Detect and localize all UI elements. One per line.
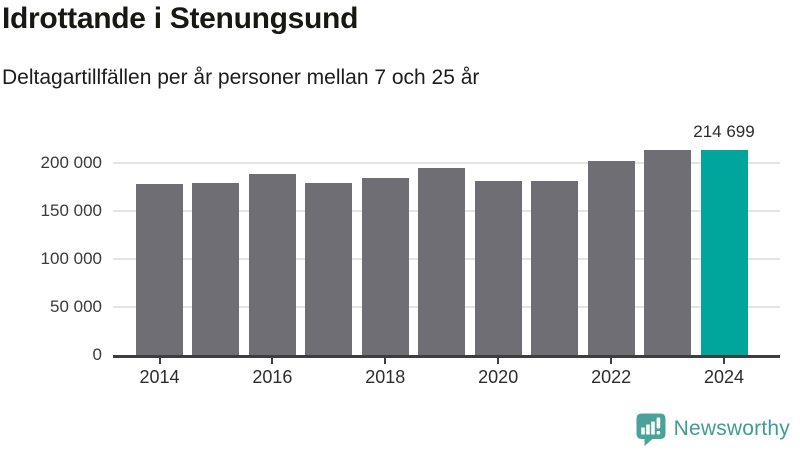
x-tick-2014 — [158, 358, 161, 364]
bar-2022 — [587, 160, 635, 356]
brand-footer: Newsworthy — [636, 411, 790, 447]
bar-2014 — [136, 183, 183, 356]
x-tick-label-2014: 2014 — [139, 367, 180, 387]
bar-2024 — [700, 149, 748, 356]
highlight-value-label: 214 699 — [693, 121, 755, 141]
brand-name: Newsworthy — [673, 417, 790, 440]
chart-subtitle: Deltagartillfällen per år personer mella… — [2, 66, 480, 89]
x-tick-2016 — [271, 358, 274, 364]
y-tick-label: 0 — [92, 345, 102, 364]
y-tick-label: 50 000 — [50, 297, 102, 316]
x-tick-label-2020: 2020 — [478, 367, 519, 387]
x-axis-line — [113, 355, 780, 358]
bar-2021 — [531, 180, 579, 356]
bar-2017 — [305, 183, 353, 356]
bar-chart-plot-area: 2014 2016 2018 2020 2022 2024 214 699 — [113, 118, 780, 387]
x-tick-label-2018: 2018 — [365, 367, 406, 387]
chart-title: Idrottande i Stenungsund — [2, 2, 359, 35]
y-tick-label: 100 000 — [40, 249, 102, 268]
x-tick-2022 — [610, 358, 613, 364]
bar-2023 — [644, 150, 692, 356]
x-tick-label-2022: 2022 — [591, 367, 632, 387]
bar-2019 — [418, 167, 466, 356]
bar-2018 — [361, 177, 409, 356]
bar-2020 — [474, 180, 522, 356]
x-tick-label-2024: 2024 — [703, 367, 745, 387]
x-tick-2018 — [384, 358, 387, 364]
x-tick-label-2016: 2016 — [252, 367, 293, 387]
y-axis-labels: 0 50 000 100 000 150 000 200 000 — [0, 118, 102, 364]
y-tick-label: 200 000 — [40, 153, 102, 172]
x-tick-2020 — [497, 358, 500, 364]
gridline-200000 — [113, 162, 780, 164]
bar-2015 — [192, 182, 240, 356]
x-tick-2024 — [723, 358, 725, 364]
bar-2016 — [248, 173, 296, 356]
newsworthy-logo-icon — [636, 413, 666, 446]
y-tick-label: 150 000 — [40, 201, 102, 220]
